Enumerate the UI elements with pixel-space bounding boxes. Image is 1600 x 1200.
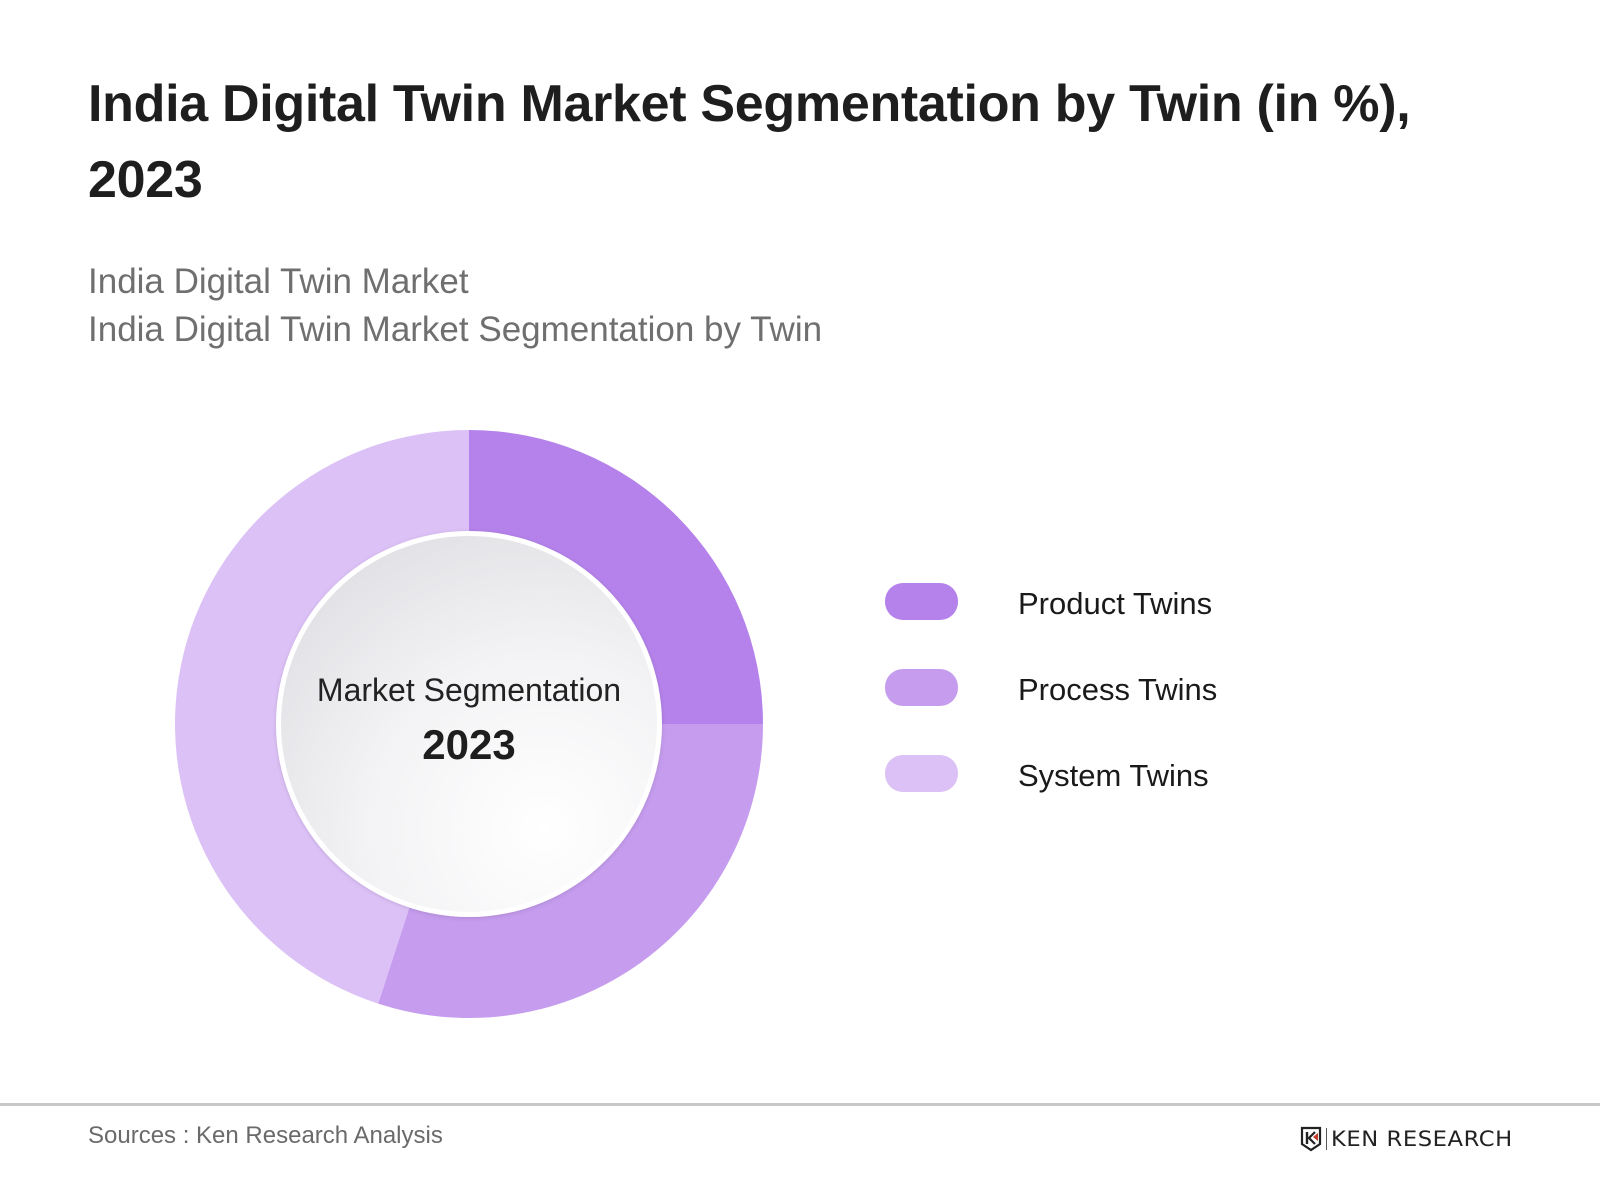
- chart-subtitle: India Digital Twin Market India Digital …: [88, 258, 822, 354]
- subtitle-line-2: India Digital Twin Market Segmentation b…: [88, 310, 823, 349]
- donut-chart-svg: [175, 430, 763, 1018]
- brand-separator: [1326, 1128, 1327, 1150]
- legend-item-system-twins[interactable]: System Twins: [885, 755, 1217, 793]
- footer-divider: [0, 1103, 1600, 1106]
- brand-logo: KEN RESEARCH: [1300, 1124, 1512, 1154]
- legend-label: System Twins: [1018, 758, 1209, 793]
- brand-name: KEN RESEARCH: [1331, 1127, 1513, 1151]
- legend-swatch: [885, 755, 958, 792]
- legend-swatch: [885, 669, 958, 706]
- legend-swatch: [885, 583, 958, 620]
- chart-legend: Product Twins Process Twins System Twins: [885, 583, 1217, 841]
- legend-item-process-twins[interactable]: Process Twins: [885, 669, 1218, 707]
- legend-item-product-twins[interactable]: Product Twins: [885, 583, 1217, 621]
- legend-label: Process Twins: [1018, 672, 1218, 707]
- chart-title: India Digital Twin Market Segmentation b…: [88, 75, 1411, 209]
- subtitle-line-1: India Digital Twin Market: [88, 262, 469, 301]
- donut-slice-product-twins[interactable]: [469, 430, 763, 724]
- ken-research-logo-icon: [1300, 1126, 1322, 1152]
- donut-chart: Market Segmentation 2023: [170, 425, 770, 1025]
- center-circle: [281, 536, 657, 912]
- source-note: Sources : Ken Research Analysis: [88, 1122, 443, 1149]
- legend-label: Product Twins: [1018, 586, 1213, 621]
